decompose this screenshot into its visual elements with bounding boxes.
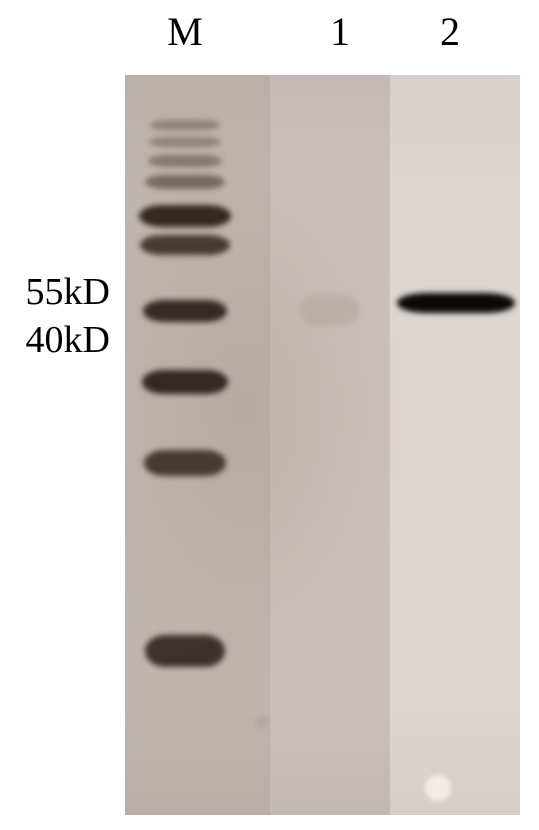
marker-band (145, 635, 225, 667)
lane1-band (300, 295, 360, 325)
marker-band (150, 120, 220, 130)
marker-band (145, 175, 225, 189)
lane-label-1: 1 (325, 8, 355, 55)
mw-label-40kd: 40kD (0, 318, 110, 362)
marker-band (148, 155, 222, 167)
mw-label-55kd: 55kD (0, 270, 110, 314)
marker-band (143, 300, 227, 322)
marker-band (144, 450, 226, 476)
marker-band (149, 137, 221, 147)
marker-band (142, 370, 228, 394)
lane-label-m: M (165, 8, 205, 55)
membrane-artifact (425, 775, 451, 801)
membrane-artifact (255, 715, 269, 729)
figure-root: M 1 2 55kD 40kD (0, 0, 539, 830)
lane2-band (397, 293, 515, 313)
marker-band (139, 205, 231, 227)
western-blot-membrane (125, 75, 520, 815)
marker-band (140, 235, 230, 255)
lane-label-2: 2 (435, 8, 465, 55)
